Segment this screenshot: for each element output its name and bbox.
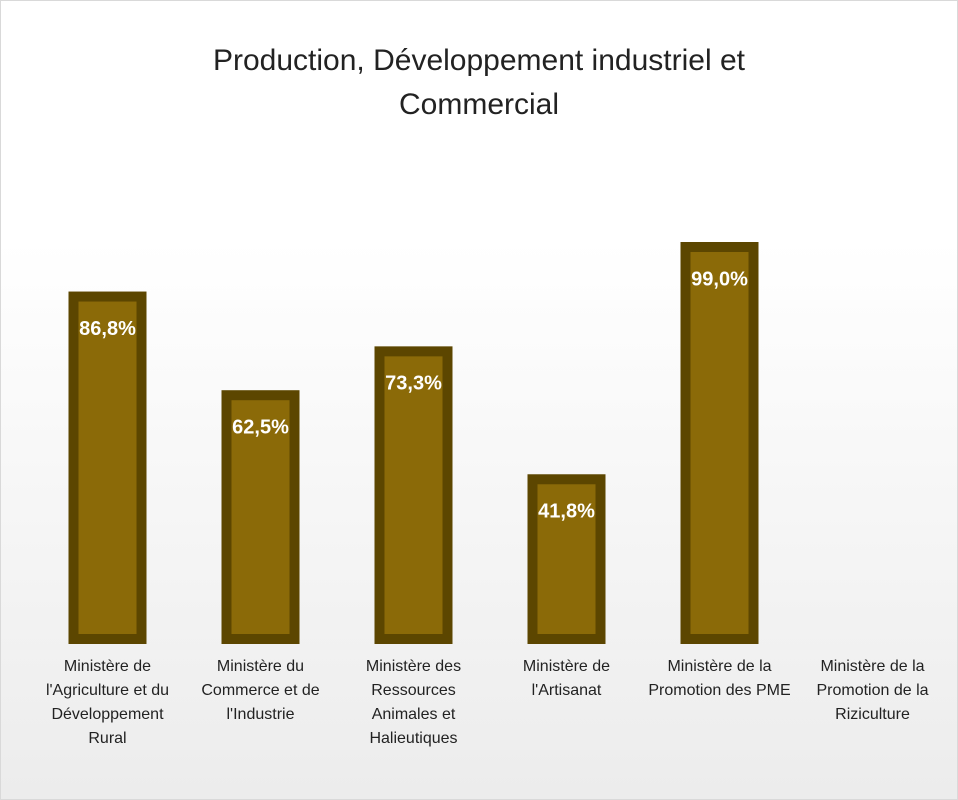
value-label: 99,0% [691,268,748,290]
x-tick-label: Ministère de l'Artisanat [522,658,611,699]
bar [68,291,147,644]
bar [680,242,759,644]
x-tick-label: Ministère de l'Agriculture et du Dévelop… [45,658,170,747]
value-label: 73,3% [385,373,442,395]
bar [527,474,606,644]
bar [221,390,300,644]
bar [374,346,453,644]
x-tick-label: Ministère du Commerce et de l'Industrie [201,658,320,723]
value-label: 62,5% [232,416,289,438]
x-tick-label: Ministère de la Promotion de la Rizicult… [816,658,929,723]
x-tick-label: Ministère de la Promotion des PME [648,658,791,699]
chart-title: Production, Développement industriel et … [213,44,745,121]
value-label: 41,8% [538,501,595,523]
x-tick-label: Ministère des Ressources Animales et Hal… [365,658,462,747]
value-label: 86,8% [79,318,136,340]
